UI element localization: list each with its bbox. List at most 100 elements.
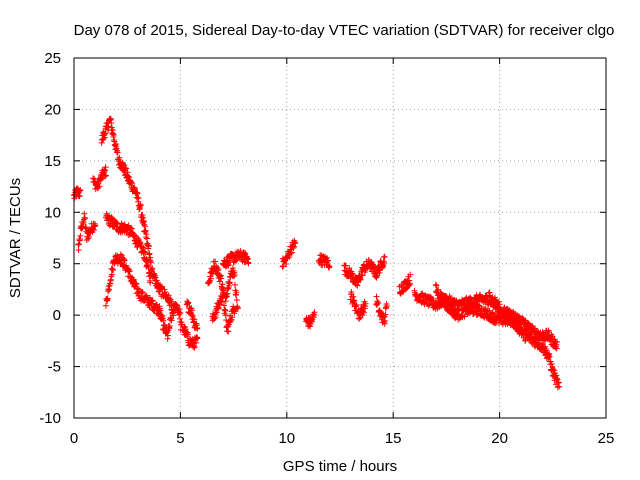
data-point [222,312,229,319]
x-tick-label: 25 [598,430,615,447]
data-point [539,330,546,337]
data-point [176,306,183,313]
data-point [141,223,148,230]
data-point [156,288,163,295]
data-point [351,297,358,304]
data-point [538,341,545,348]
data-point [191,316,198,323]
data-point [96,183,103,190]
y-tick-label: -5 [48,359,61,376]
data-point [77,232,84,239]
data-point [360,309,367,316]
data-point [104,295,111,302]
data-point [484,308,491,315]
data-point [433,282,440,289]
data-point [229,314,236,321]
data-point [164,332,171,339]
data-point [125,174,132,181]
data-point [242,250,249,257]
data-point [143,256,150,263]
data-point [429,295,436,302]
data-point [553,345,560,352]
data-point [226,279,233,286]
data-point [382,311,389,318]
data-point [191,344,198,351]
x-tick-label: 15 [385,430,402,447]
x-tick-label: 20 [491,430,508,447]
data-point [129,180,136,187]
data-point [177,310,184,317]
data-point [486,307,493,314]
data-point [149,297,156,304]
data-point [220,293,227,300]
data-point [382,317,389,324]
data-point [215,266,222,273]
y-tick-label: -10 [39,410,61,427]
data-point [245,260,252,267]
data-point [102,173,109,180]
data-point [554,376,561,383]
data-point [121,162,128,169]
data-point [172,301,179,308]
data-point [152,274,159,281]
chart-title: Day 078 of 2015, Sidereal Day-to-day VTE… [74,22,615,39]
y-tick-label: 5 [53,256,61,273]
data-point [77,186,84,193]
data-point [145,264,152,271]
data-point [193,339,200,346]
data-point [279,263,286,270]
data-point [141,221,148,228]
data-point [108,119,115,126]
data-point [359,272,366,279]
data-point [114,221,121,228]
data-point [224,290,231,297]
data-point [166,323,173,330]
data-point [354,282,361,289]
axis-ticks: 0 5 10 15 20 25 -10 -5 0 5 10 15 20 25 [39,50,614,447]
data-point [75,246,82,253]
data-point [102,172,109,179]
data-point [554,339,561,346]
data-point [143,231,150,238]
data-point [232,281,239,288]
data-point [116,154,123,161]
data-point [543,347,550,354]
data-point [127,224,134,231]
data-point [373,293,380,300]
data-point [126,268,133,275]
data-point [376,270,383,277]
y-tick-label: 15 [44,153,61,170]
data-point [212,314,219,321]
y-tick-label: 0 [53,307,61,324]
data-point [537,337,544,344]
data-point [168,317,175,324]
data-points [71,115,563,391]
data-point [383,302,390,309]
x-tick-label: 5 [176,430,184,447]
data-point [225,261,232,268]
data-point [550,365,557,372]
data-point [288,250,295,257]
data-point [145,243,152,250]
data-point [108,273,115,280]
data-point [149,265,156,272]
data-point [137,202,144,209]
data-point [283,260,290,267]
data-point [375,299,382,306]
data-point [161,286,168,293]
data-point [147,259,154,266]
data-point [381,253,388,260]
data-point [454,310,461,317]
data-point [142,249,149,256]
data-point [85,234,92,241]
y-tick-label: 20 [44,101,61,118]
data-point [160,317,167,324]
data-point [189,307,196,314]
data-point [147,279,154,286]
data-point [135,195,142,202]
data-point [123,165,130,172]
data-point [548,361,555,368]
data-point [194,324,201,331]
data-point [406,281,413,288]
grid [74,58,606,418]
